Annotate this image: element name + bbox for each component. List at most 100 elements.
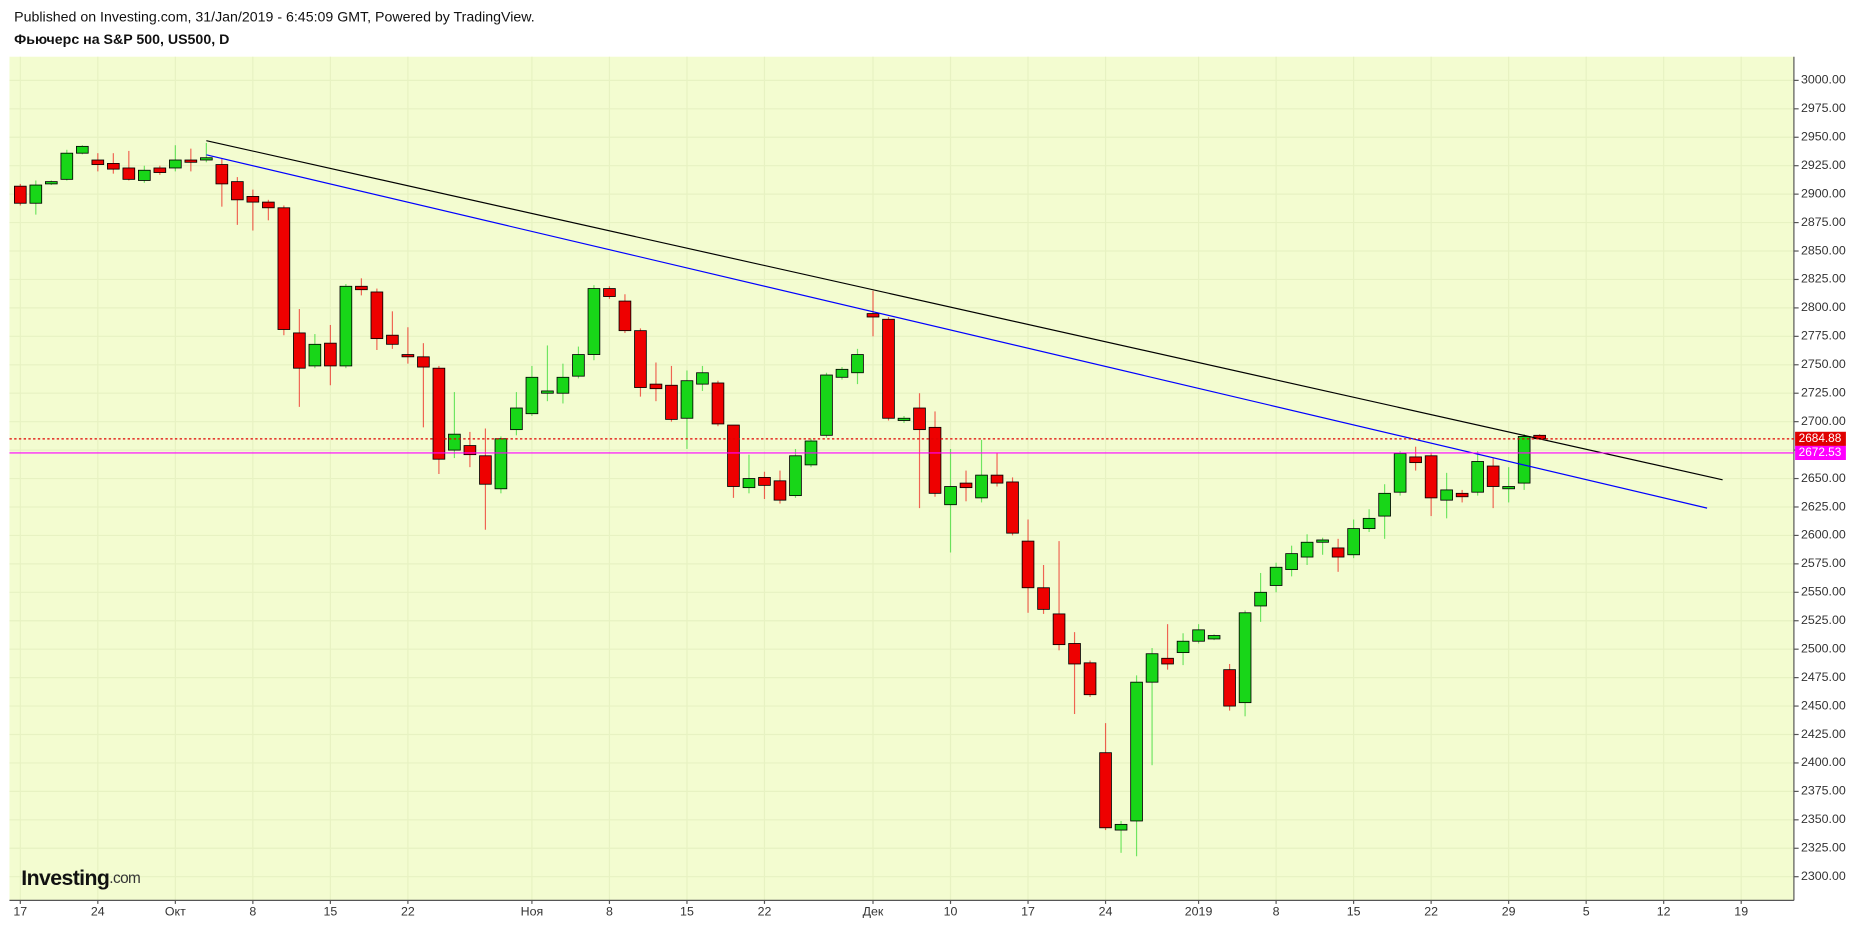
candle-body	[758, 476, 771, 486]
candle-body	[603, 288, 616, 297]
y-tick-label: 2475.00	[1801, 670, 1846, 684]
candle-body	[60, 152, 74, 180]
x-tick-label: Ноя	[521, 904, 544, 918]
candle-body	[293, 332, 306, 369]
x-tick-label: 24	[1099, 904, 1113, 918]
x-tick-label: 19	[1734, 904, 1748, 918]
candle-body	[169, 159, 182, 169]
y-tick-label: 2425.00	[1801, 727, 1846, 741]
y-tick-label: 2400.00	[1801, 755, 1846, 769]
candle-body	[1238, 612, 1252, 704]
y-tick-label: 2975.00	[1801, 101, 1846, 115]
y-tick-label: 2525.00	[1801, 613, 1846, 627]
candle-body	[246, 196, 260, 203]
y-tick-label: 2700.00	[1801, 414, 1846, 428]
y-tick-label: 2800.00	[1801, 300, 1846, 314]
candle-body	[1114, 823, 1128, 831]
candle-body	[14, 185, 27, 204]
candle-body	[1440, 489, 1453, 501]
candle-body	[618, 300, 632, 332]
candle-body	[1455, 492, 1469, 498]
x-tick-label: Дек	[863, 904, 884, 918]
candle-body	[432, 367, 446, 460]
candle-body	[386, 334, 399, 345]
candle-body	[355, 285, 368, 291]
logo-suffix: .com	[109, 870, 140, 887]
candle-body	[959, 482, 973, 489]
candle-body	[1099, 752, 1112, 829]
y-tick-label: 2450.00	[1801, 698, 1846, 712]
candle-body	[262, 201, 275, 209]
y-tick-label: 2575.00	[1801, 556, 1846, 570]
x-tick-label: 15	[323, 904, 337, 918]
candle-body	[45, 181, 58, 185]
logo: Investing.com	[21, 866, 140, 890]
candle-body	[680, 380, 694, 419]
candle-body	[1052, 613, 1066, 646]
candle-body	[1207, 635, 1221, 640]
candle-body	[1409, 456, 1422, 464]
x-tick-label: 15	[1347, 904, 1361, 918]
candle-body	[1254, 591, 1267, 607]
candle-body	[308, 343, 322, 367]
candle-body	[479, 455, 492, 485]
candle-body	[1502, 486, 1515, 490]
candle-body	[1176, 640, 1190, 654]
candle-body	[711, 382, 725, 425]
chart-title: Фьючерс на S&P 500, US500, D	[14, 32, 229, 48]
candle-body	[665, 384, 678, 420]
candle-body	[370, 291, 384, 340]
y-tick-label: 2350.00	[1801, 812, 1846, 826]
source-text: Published on Investing.com, 31/Jan/2019 …	[14, 9, 535, 25]
candle-body	[789, 455, 802, 497]
candle-body	[1378, 492, 1391, 517]
x-tick-label: 22	[1424, 904, 1438, 918]
candle-body	[1068, 643, 1081, 665]
candle-body	[324, 342, 337, 367]
price-label: 2684.88	[1799, 431, 1842, 445]
x-tick-label: 24	[91, 904, 105, 918]
x-tick-label: 10	[944, 904, 958, 918]
x-tick-label: 17	[13, 904, 27, 918]
candle-body	[975, 474, 988, 499]
candle-body	[448, 433, 461, 451]
x-tick-label: 17	[1021, 904, 1035, 918]
y-tick-label: 2850.00	[1801, 243, 1846, 257]
price-label-box	[1795, 445, 1846, 461]
candle-body	[587, 288, 601, 355]
candle-body	[417, 356, 430, 368]
candle-body	[773, 480, 787, 501]
y-tick-label: 2600.00	[1801, 528, 1846, 542]
y-tick-label: 2375.00	[1801, 784, 1846, 798]
candle-body	[835, 368, 849, 378]
candle-body	[556, 376, 570, 394]
candle-body	[1362, 517, 1376, 530]
price-label-box	[1795, 431, 1846, 446]
y-tick-label: 2550.00	[1801, 585, 1846, 599]
candle-body	[1471, 461, 1484, 493]
candle-body	[1486, 465, 1500, 487]
candle-body	[339, 285, 353, 367]
candle-body	[122, 167, 136, 180]
y-tick-label: 2925.00	[1801, 158, 1846, 172]
x-tick-label: 8	[249, 904, 256, 918]
x-tick-label: 8	[606, 904, 613, 918]
candle-body	[107, 163, 120, 170]
candle-body	[76, 145, 89, 154]
candle-body	[510, 407, 523, 431]
candle-body	[1083, 662, 1097, 696]
x-tick-label: 29	[1502, 904, 1516, 918]
candle-body	[851, 354, 864, 374]
candle-body	[1223, 669, 1236, 707]
candle-body	[634, 330, 647, 388]
candle-body	[742, 478, 756, 489]
candle-body	[1300, 541, 1314, 558]
candle-body	[200, 157, 213, 161]
candle-body	[401, 354, 415, 358]
candle-body	[29, 184, 43, 204]
candle-body	[541, 390, 554, 394]
candle-body	[913, 407, 926, 431]
x-tick-label: 5	[1583, 904, 1590, 918]
x-tick-label: Окт	[165, 904, 186, 918]
